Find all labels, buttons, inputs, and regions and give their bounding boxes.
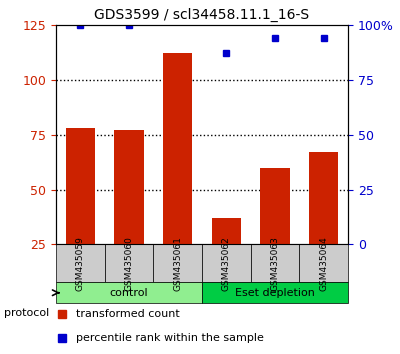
FancyBboxPatch shape [202, 282, 348, 303]
Bar [114, 130, 144, 244]
Text: GSM435063: GSM435063 [270, 236, 280, 291]
Text: GSM435059: GSM435059 [76, 236, 85, 291]
Text: protocol: protocol [4, 308, 49, 318]
Bar [163, 53, 192, 244]
FancyBboxPatch shape [56, 282, 202, 303]
FancyBboxPatch shape [251, 244, 299, 282]
Text: Eset depletion: Eset depletion [235, 288, 315, 298]
Title: GDS3599 / scl34458.11.1_16-S: GDS3599 / scl34458.11.1_16-S [94, 8, 310, 22]
Bar [260, 167, 290, 244]
Text: control: control [110, 288, 148, 298]
Bar [309, 152, 338, 244]
Bar [212, 218, 241, 244]
FancyBboxPatch shape [299, 244, 348, 282]
FancyBboxPatch shape [105, 244, 153, 282]
Text: percentile rank within the sample: percentile rank within the sample [76, 333, 264, 343]
FancyBboxPatch shape [56, 244, 105, 282]
Text: GSM435062: GSM435062 [222, 236, 231, 291]
Text: GSM435061: GSM435061 [173, 236, 182, 291]
Text: GSM435064: GSM435064 [319, 236, 328, 291]
FancyBboxPatch shape [202, 244, 251, 282]
Text: transformed count: transformed count [76, 309, 180, 319]
Bar [66, 128, 95, 244]
Text: GSM435060: GSM435060 [124, 236, 134, 291]
FancyBboxPatch shape [153, 244, 202, 282]
